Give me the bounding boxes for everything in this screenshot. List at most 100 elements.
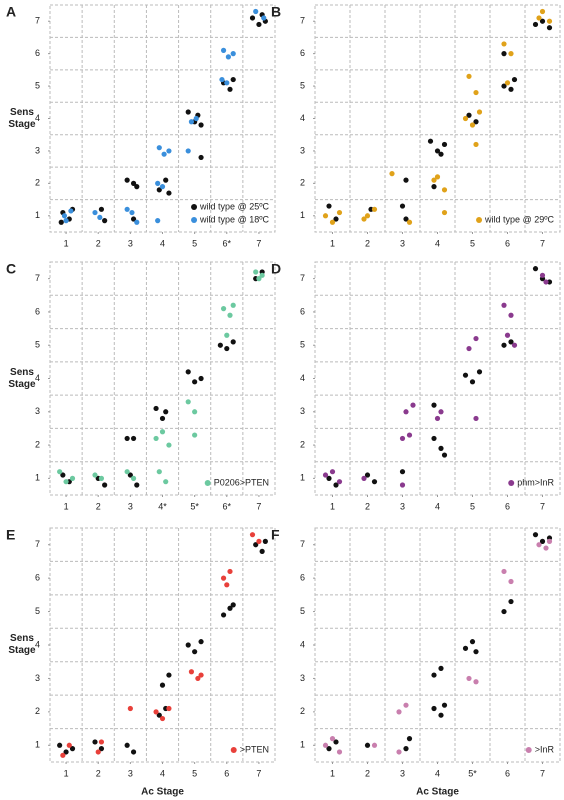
y-axis-label: Sens Stage (8, 366, 36, 390)
plot-frame (49, 527, 276, 763)
data-point (501, 568, 507, 575)
data-point (63, 479, 69, 485)
data-point (227, 605, 233, 611)
data-point (153, 405, 159, 412)
data-point (166, 442, 172, 448)
legend-label: wild type @ 25ºC (199, 201, 269, 211)
data-point (508, 339, 514, 345)
data-point (508, 598, 514, 605)
data-point (166, 190, 172, 196)
data-point (217, 342, 223, 348)
data-point (539, 8, 546, 15)
data-point (159, 715, 166, 722)
data-point (92, 472, 98, 478)
data-point (403, 177, 409, 183)
data-point (219, 76, 225, 83)
data-point (473, 335, 479, 342)
data-point (198, 639, 204, 645)
data-point (508, 51, 514, 57)
y-tick-label: 6 (35, 48, 40, 58)
data-point (501, 51, 507, 57)
data-point (98, 746, 105, 752)
data-point (60, 472, 66, 478)
data-point (403, 746, 409, 752)
data-point (220, 306, 227, 312)
y-tick-label: 1 (35, 210, 40, 220)
data-point (259, 272, 265, 278)
x-tick-label: 5 (470, 501, 475, 511)
x-tick-label: 6* (223, 501, 232, 511)
data-point (57, 742, 63, 748)
x-tick-label: 2 (365, 501, 370, 511)
data-point (364, 742, 371, 748)
plot-frame (49, 261, 276, 496)
y-tick-label: 5 (35, 340, 40, 350)
data-point (193, 115, 199, 122)
data-point (130, 180, 137, 186)
y-tick-label: 2 (35, 706, 40, 716)
panel-label: B (271, 4, 281, 20)
data-point (198, 375, 204, 382)
data-point (322, 213, 329, 219)
data-point (336, 209, 343, 216)
data-point (438, 665, 444, 672)
data-point (163, 177, 169, 183)
data-point (329, 736, 336, 742)
data-point (546, 18, 553, 24)
data-point (95, 749, 101, 755)
legend-marker (191, 217, 198, 223)
plot-frame (314, 4, 561, 233)
y-tick-label: 1 (35, 473, 40, 483)
data-point (431, 672, 437, 678)
panel-label: F (271, 527, 280, 543)
data-point (473, 119, 479, 125)
y-tick-label: 1 (300, 473, 305, 483)
data-point (336, 479, 343, 485)
data-point (163, 479, 169, 485)
data-point (60, 752, 66, 758)
data-point (130, 216, 137, 222)
data-point (476, 109, 483, 115)
data-point (185, 148, 191, 154)
y-tick-label: 5 (35, 80, 40, 90)
data-point (192, 409, 198, 415)
y-tick-label: 5 (35, 606, 40, 616)
data-point (130, 749, 137, 755)
data-point (389, 171, 395, 177)
data-point (124, 435, 130, 442)
y-tick-label: 1 (300, 740, 305, 750)
x-axis-label: Ac Stage (416, 787, 459, 798)
data-point (230, 51, 236, 57)
y-tick-label: 6 (35, 573, 40, 583)
data-point (224, 345, 230, 352)
x-tick-label: 6* (223, 238, 232, 248)
data-point (92, 209, 98, 216)
data-point (336, 749, 343, 755)
data-point (371, 479, 378, 485)
data-point (185, 399, 191, 405)
data-point (224, 332, 230, 338)
data-point (156, 187, 162, 193)
data-point (539, 538, 546, 544)
data-point (188, 119, 195, 125)
data-point (438, 151, 444, 157)
legend-label: wild type @ 29ºC (484, 214, 554, 224)
data-point (63, 218, 69, 224)
data-point (185, 369, 191, 375)
x-tick-label: 7 (540, 768, 545, 778)
data-point (501, 83, 507, 89)
data-point (185, 109, 191, 115)
data-point (441, 452, 448, 458)
data-point (97, 214, 103, 221)
data-point (333, 216, 339, 222)
x-tick-label: 5 (192, 768, 197, 778)
x-tick-label: 6 (505, 238, 510, 248)
data-point (361, 216, 367, 222)
x-tick-label: 5 (192, 238, 197, 248)
data-point (406, 432, 413, 438)
data-point (124, 742, 130, 748)
data-point (249, 532, 256, 538)
data-point (434, 415, 441, 422)
y-tick-label: 7 (300, 16, 305, 26)
x-tick-label: 4 (435, 501, 440, 511)
